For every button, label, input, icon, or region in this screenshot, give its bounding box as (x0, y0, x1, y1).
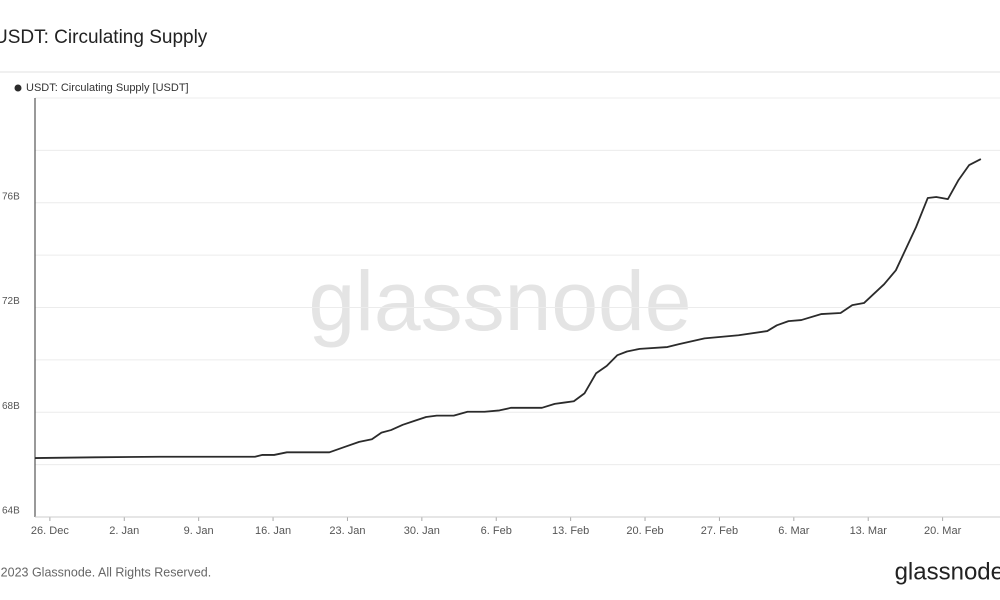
x-tick-label: 2. Jan (109, 525, 139, 537)
x-tick-label: 9. Jan (184, 525, 214, 537)
x-tick-label: 6. Feb (481, 525, 512, 537)
line-series (34, 158, 982, 459)
x-tick-label: 16. Jan (255, 525, 291, 537)
watermark: glassnode (309, 254, 692, 348)
y-tick-label: 68B (2, 401, 20, 412)
chart-title: USDT: Circulating Supply (0, 27, 208, 48)
x-tick-label: 20. Feb (626, 525, 663, 537)
footer: © 2023 Glassnode. All Rights Reserved. (0, 565, 211, 579)
x-tick-label: 23. Jan (329, 525, 365, 537)
x-tick-label: 13. Feb (552, 525, 589, 537)
x-tick-label: 27. Feb (701, 525, 738, 537)
legend-label: USDT: Circulating Supply [USDT] (26, 82, 189, 94)
y-tick-label: 76B (2, 191, 20, 202)
x-tick-label: 30. Jan (404, 525, 440, 537)
y-tick-label: 72B (2, 296, 20, 307)
x-tick-label: 26. Dec (31, 525, 69, 537)
x-tick-label: 6. Mar (778, 525, 810, 537)
y-tick-label: 64B (2, 506, 20, 517)
x-tick-label: 20. Mar (924, 525, 962, 537)
brand-logo: glassnode (895, 558, 1000, 585)
x-tick-label: 13. Mar (850, 525, 888, 537)
legend-marker (14, 84, 22, 92)
